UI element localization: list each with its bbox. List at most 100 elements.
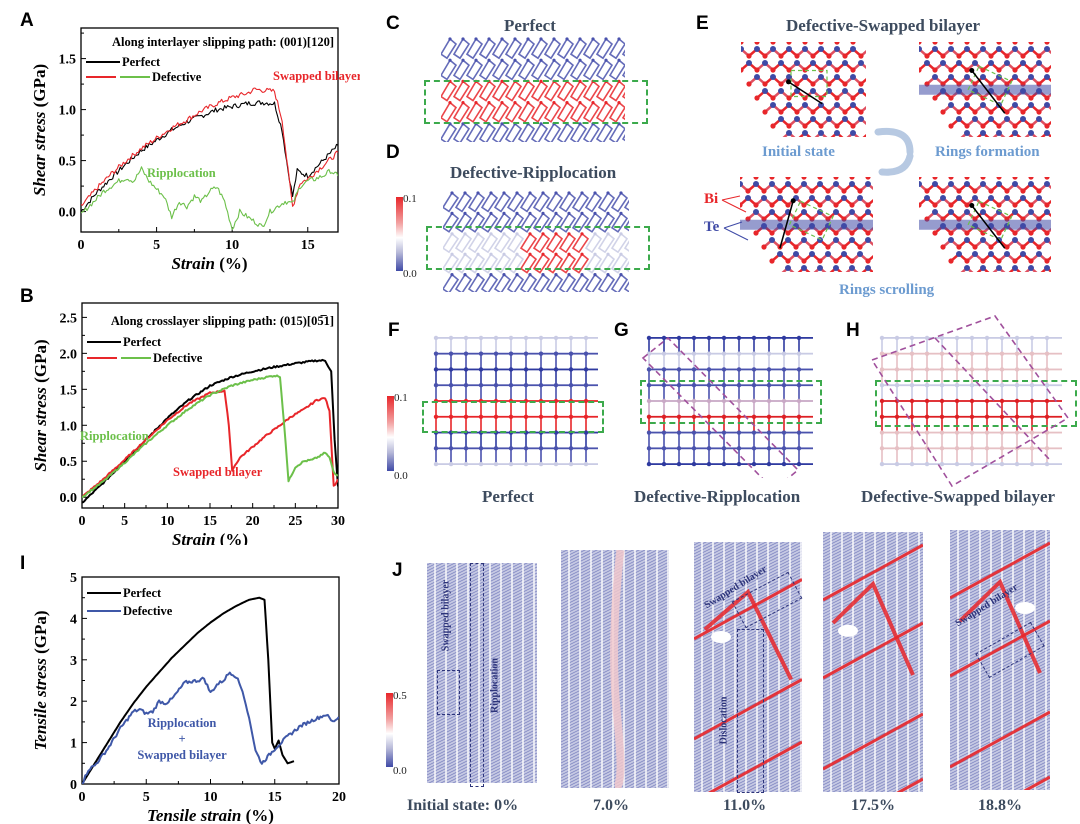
atom <box>781 446 787 451</box>
atom <box>487 37 491 41</box>
atom-row <box>823 677 923 729</box>
atom-bi <box>762 81 768 87</box>
atom-te <box>753 181 759 187</box>
atom-row <box>950 534 1050 586</box>
atom-bond <box>582 37 601 60</box>
atom-row <box>950 530 1044 577</box>
atom-te <box>740 181 743 187</box>
atom-bi <box>988 53 994 59</box>
atom-row <box>561 714 669 770</box>
atom-bond <box>478 37 497 60</box>
atom-bond <box>532 232 551 254</box>
atom-row <box>694 649 802 705</box>
atom <box>1029 383 1035 388</box>
atom-row <box>823 532 917 579</box>
atom <box>924 414 930 419</box>
atom <box>781 461 787 467</box>
atom-bond <box>569 122 588 142</box>
atom-bi <box>818 42 824 45</box>
atom-bi <box>833 202 839 208</box>
atom-bond <box>1046 199 1051 206</box>
atom <box>523 414 529 419</box>
panel-e-rings-scrolling-right <box>919 177 1051 272</box>
atom-bond <box>543 58 562 81</box>
atom <box>766 398 772 404</box>
atom-bond <box>504 80 523 102</box>
chart-annotation: Ripplocation <box>80 429 149 443</box>
atom <box>538 367 544 372</box>
atom <box>894 351 900 356</box>
atom-bond <box>454 252 473 274</box>
atom-te <box>996 265 1002 271</box>
atom <box>766 461 772 467</box>
atom-bond <box>545 252 564 274</box>
atom-te <box>753 209 759 215</box>
panel-label-j: J <box>392 560 403 581</box>
atom-bi <box>996 123 1002 129</box>
atom-te <box>754 46 760 52</box>
atom-te <box>778 88 784 94</box>
atom-bond <box>532 191 551 213</box>
atom-row <box>950 530 996 553</box>
panel-h-lattice <box>879 335 1062 467</box>
atom-te <box>834 74 840 80</box>
atom-bond <box>504 101 523 123</box>
atom-row <box>694 542 732 561</box>
atom-row <box>823 704 923 756</box>
atom-bi <box>778 81 784 87</box>
atom-bi <box>972 53 978 59</box>
atom-bi <box>818 123 824 129</box>
atom-row <box>475 752 537 783</box>
atom-bi <box>980 258 986 264</box>
atom-bond <box>545 191 564 213</box>
atom <box>604 101 608 105</box>
atom <box>1044 351 1050 356</box>
atom-bond <box>467 273 486 292</box>
atom-row <box>873 767 923 792</box>
x-tick-label: 0 <box>79 514 86 529</box>
atom-bond <box>491 58 510 81</box>
atom-row <box>988 759 1050 790</box>
atom-bond <box>584 252 603 274</box>
atom-bond <box>584 273 603 292</box>
atom-bond <box>480 273 499 292</box>
atom-row <box>493 761 537 783</box>
atom-bi <box>865 258 871 264</box>
atom-te <box>785 265 791 271</box>
cycle-arrow-icon <box>874 127 914 176</box>
atom-bi <box>1044 42 1050 45</box>
panel-j-frame-2 <box>694 542 802 792</box>
atom-bond <box>860 105 866 113</box>
atom <box>676 367 682 372</box>
atom-row <box>976 753 1050 790</box>
panel-e-rings-formation <box>919 42 1051 137</box>
atom-bond <box>452 122 471 142</box>
atom-te <box>786 102 792 108</box>
chart-a: 0 5 10 15 0.0 0.5 1.0 1.5 Strain (%) Shear stress… <box>30 27 360 273</box>
atom <box>751 351 757 356</box>
atom-row <box>694 703 802 759</box>
atom-te <box>1028 265 1034 271</box>
panel-h-swapped-bilayer-band <box>870 315 1070 488</box>
atom-te <box>1004 60 1010 66</box>
panel-j-frame-label-4: 18.8% <box>978 797 1022 814</box>
atom-te <box>1028 102 1034 108</box>
atom-row <box>463 746 537 783</box>
atom-row <box>823 695 923 747</box>
atom-row <box>561 723 669 779</box>
y-tick-label: 0.0 <box>59 206 77 221</box>
atom-bond <box>584 232 603 254</box>
atom-bond <box>1046 120 1051 127</box>
atom-bond <box>532 273 551 292</box>
atom-bi <box>809 188 815 194</box>
atom <box>954 430 960 435</box>
atom-te <box>810 88 816 94</box>
atom-bi <box>1036 244 1042 250</box>
atom-row <box>694 646 802 702</box>
atom <box>476 273 480 277</box>
atom <box>939 351 945 356</box>
atom-bi <box>793 244 799 250</box>
atom-row <box>694 542 798 594</box>
atom <box>879 335 885 341</box>
atom-bond <box>545 273 564 292</box>
